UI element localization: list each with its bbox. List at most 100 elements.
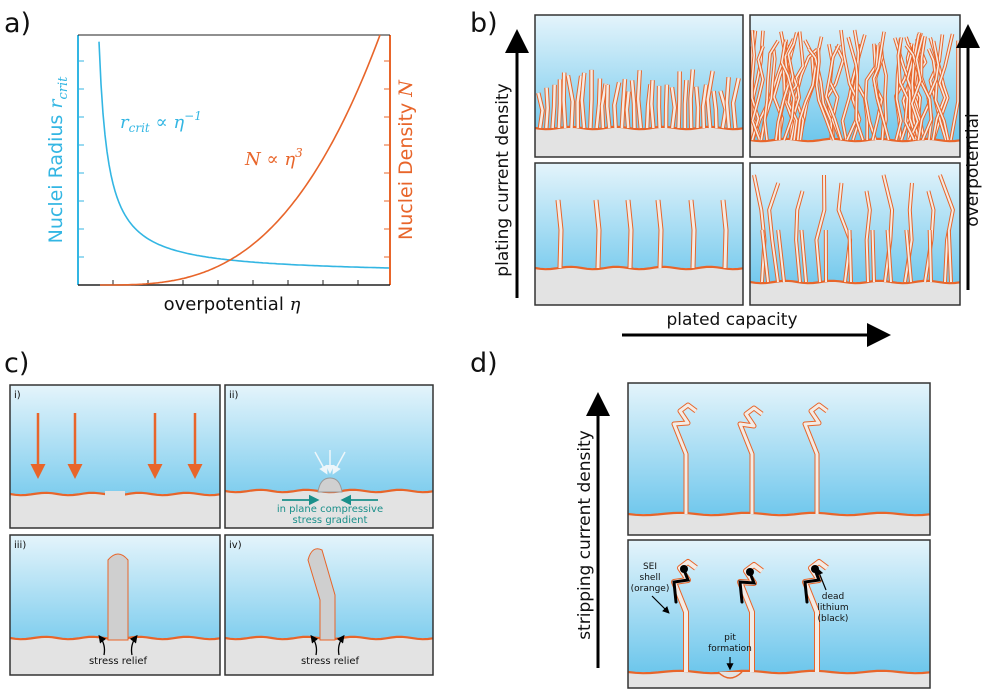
dendrite	[551, 84, 556, 129]
dead-lithium	[672, 568, 691, 604]
axis-label: Nuclei Density N	[395, 79, 417, 240]
nucleus	[307, 548, 336, 641]
dendrite	[566, 75, 574, 129]
lithium-metal	[225, 638, 433, 675]
dendrite	[670, 87, 676, 129]
lithium-metal	[750, 140, 960, 157]
relief-arrow	[336, 634, 345, 656]
lithium-metal	[10, 638, 220, 675]
dendrite	[761, 229, 769, 283]
dendrite	[865, 190, 871, 283]
annotation: dead	[822, 592, 844, 602]
dendrite	[872, 31, 890, 141]
dendrite	[837, 182, 852, 283]
annotation: stress relief	[301, 656, 360, 667]
annotation: rcrit ∝ η−1	[120, 109, 202, 135]
arrow	[816, 567, 827, 591]
dendrite	[706, 70, 714, 129]
dendrite	[803, 403, 828, 514]
dendrite	[664, 84, 669, 129]
arrow	[332, 451, 346, 475]
dendrite	[636, 70, 643, 129]
dendrite	[657, 85, 661, 129]
dendrite	[950, 40, 959, 141]
relief-arrow	[310, 634, 319, 656]
dendrite	[927, 48, 949, 141]
dendrite	[725, 77, 731, 129]
dendrite	[562, 72, 567, 129]
dendrite	[656, 199, 663, 269]
panel-frame	[627, 539, 931, 689]
panel-frame	[749, 14, 961, 158]
annotation: lithium	[817, 603, 848, 613]
panel-frame	[534, 162, 744, 306]
subpanel-label: iv)	[229, 540, 242, 551]
dendrite	[781, 41, 795, 141]
dendrite	[576, 75, 583, 129]
axis-label: overpotential η	[164, 294, 301, 315]
panel-label: b)	[470, 8, 498, 39]
dendrite	[620, 78, 627, 129]
dendrite	[924, 190, 935, 283]
panel-frame	[224, 384, 434, 529]
subpanel-label: i)	[14, 390, 21, 401]
gap	[105, 491, 125, 497]
dendrite	[789, 31, 804, 141]
panel-frame	[749, 162, 961, 306]
dendrite	[731, 77, 740, 129]
dendrite	[630, 80, 636, 129]
dendrite	[677, 71, 681, 129]
arrow	[651, 595, 670, 614]
dendrite	[580, 72, 586, 129]
shapes	[9, 14, 980, 689]
dendrite	[650, 80, 655, 129]
dendrite	[689, 69, 695, 129]
dendrite	[557, 79, 562, 129]
annotation: in plane compressive	[277, 504, 383, 515]
dead-lithium	[746, 568, 754, 576]
dendrite	[938, 174, 954, 283]
dendrite	[808, 48, 833, 141]
annotation: (orange)	[631, 584, 670, 594]
dendrite	[683, 80, 688, 129]
arrow-label: plated capacity	[666, 310, 797, 330]
dendrite	[751, 30, 760, 141]
dendrite	[753, 174, 766, 283]
dendrite	[701, 84, 708, 129]
annotation: (black)	[818, 614, 849, 624]
relief-arrow	[98, 634, 107, 656]
sei-layer	[534, 265, 744, 271]
dendrite	[605, 84, 611, 129]
lithium-metal	[628, 672, 930, 688]
lithium-metal	[10, 494, 220, 528]
dendrite	[905, 229, 912, 283]
dendrite	[886, 229, 892, 283]
relief-arrow	[129, 634, 138, 656]
dendrite	[625, 91, 630, 129]
dendrite	[689, 199, 696, 269]
dendrite	[815, 174, 826, 283]
dendrite	[712, 90, 718, 129]
arrow-label: stripping current density	[575, 430, 595, 640]
lithium-metal	[225, 491, 433, 528]
panel-frame	[534, 14, 744, 158]
axis-label: Nuclei Radius rcrit	[45, 76, 71, 243]
panel-frame	[224, 534, 434, 676]
dendrite	[777, 229, 785, 283]
dendrite	[897, 37, 915, 141]
dendrite	[815, 47, 835, 141]
annotation: N ∝ η3	[244, 146, 303, 170]
dendrite	[905, 44, 933, 141]
electrolyte	[628, 540, 930, 688]
dead-lithium	[811, 565, 819, 573]
dendrite	[848, 229, 852, 283]
dendrite	[738, 406, 763, 514]
panel-frame	[627, 382, 931, 536]
nucleus	[107, 553, 129, 641]
lithium-metal	[628, 514, 930, 535]
annotation: stress relief	[89, 656, 148, 667]
arrow-label: overpotential	[963, 113, 983, 227]
dendrite	[613, 82, 621, 129]
dendrite	[932, 33, 954, 141]
